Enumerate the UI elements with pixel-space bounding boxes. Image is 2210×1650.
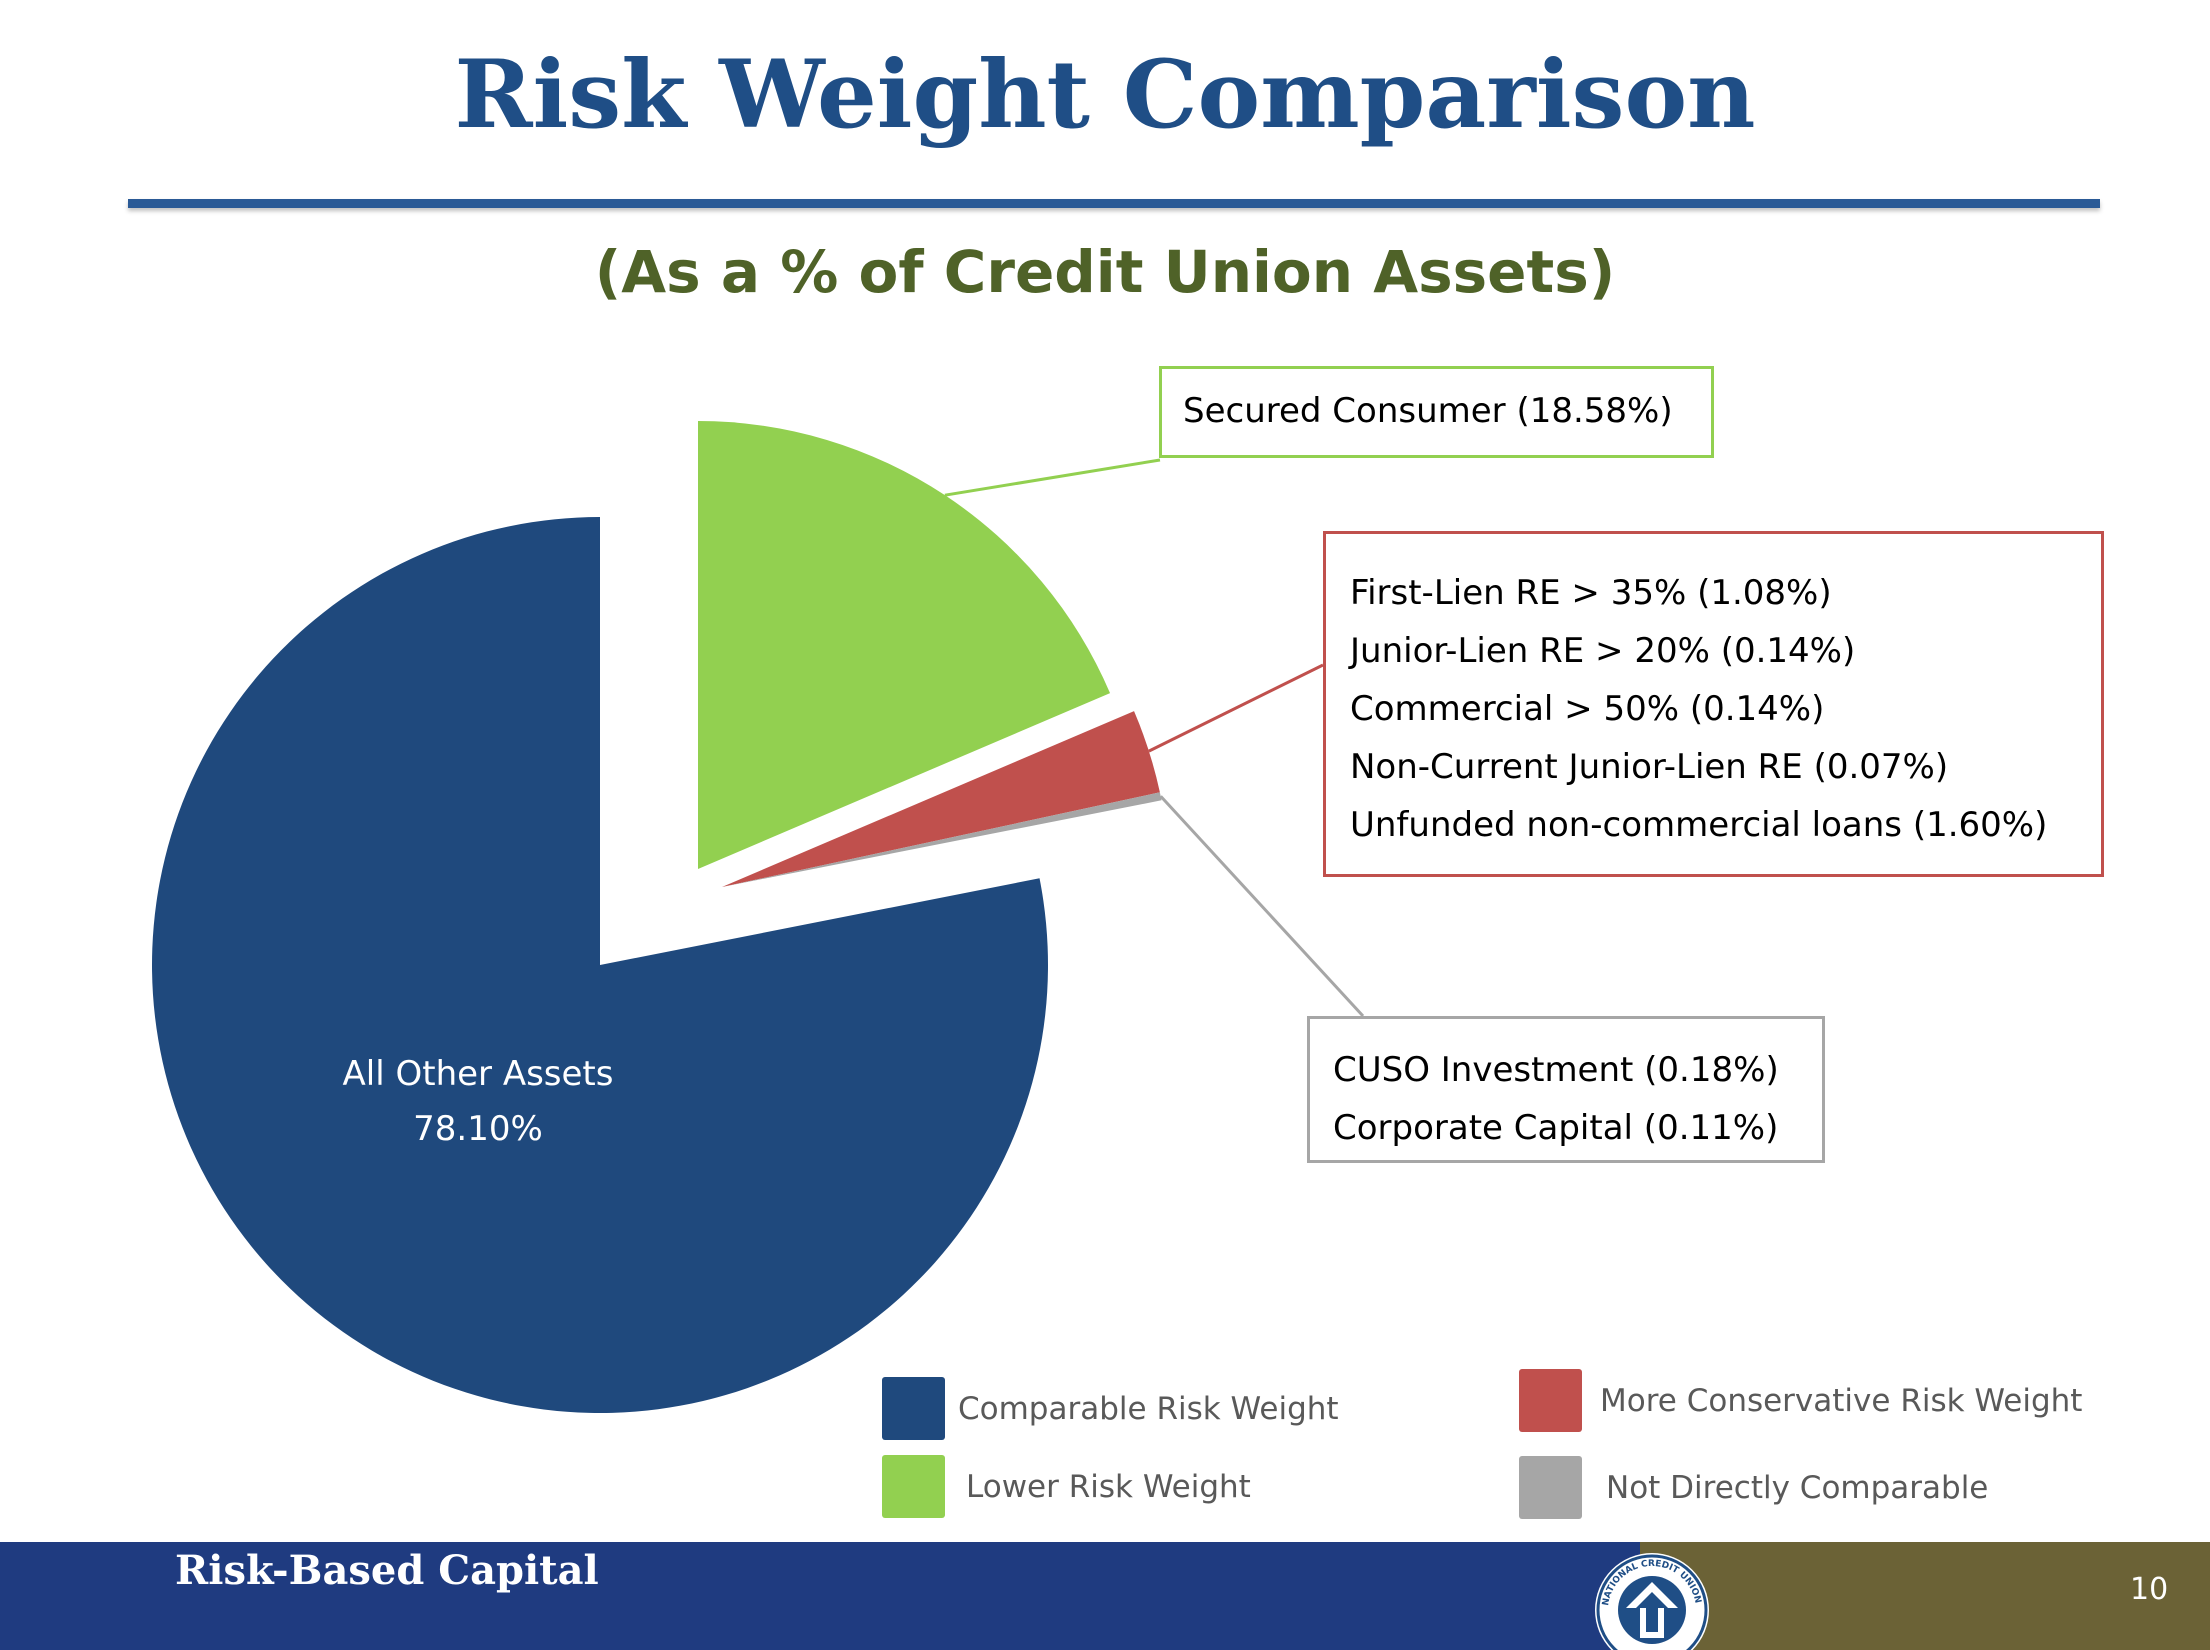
pie-slice-comparable (152, 517, 1048, 1413)
legend-label-lower: Lower Risk Weight (966, 1468, 1251, 1505)
pie-slice-not-comparable (722, 792, 1162, 887)
callout-line: Junior-Lien RE > 20% (0.14%) (1350, 631, 1856, 671)
leader-line-more-conservative (1148, 663, 1324, 753)
legend-swatch-conservative (1519, 1369, 1582, 1432)
pie-data-label-value: 78.10% (413, 1109, 543, 1149)
callout-not-comparable: CUSO Investment (0.18%) Corporate Capita… (1307, 1016, 1825, 1163)
legend-swatch-not-comparable (1519, 1456, 1582, 1519)
page-number: 10 (2130, 1572, 2169, 1607)
legend-swatch-lower (882, 1455, 945, 1518)
pie-slice-more-conservative (722, 711, 1160, 887)
leader-line-not-comparable (1159, 795, 1365, 1018)
callout-secured-consumer: Secured Consumer (18.58%) (1159, 366, 1714, 458)
footer-bar (0, 1542, 1640, 1650)
ncua-logo: NATIONAL CREDIT UNION (1592, 1548, 1712, 1650)
legend-item-comparable: Comparable Risk Weight (882, 1377, 1339, 1440)
footer-title: Risk-Based Capital (175, 1547, 599, 1594)
slide-subtitle: (As a % of Credit Union Assets) (594, 238, 1616, 306)
title-divider (128, 199, 2100, 208)
pie-slice-lower-risk (698, 421, 1111, 869)
callout-more-conservative: First-Lien RE > 35% (1.08%) Junior-Lien … (1323, 531, 2104, 877)
slide-title: Risk Weight Comparison (454, 40, 1756, 150)
callout-line: First-Lien RE > 35% (1.08%) (1350, 573, 1832, 613)
ncua-seal-icon: NATIONAL CREDIT UNION (1595, 1553, 1709, 1650)
pie-data-label-name: All Other Assets (343, 1054, 614, 1094)
callout-line: Non-Current Junior-Lien RE (0.07%) (1350, 747, 1949, 787)
footer-accent (1640, 1542, 2210, 1650)
callout-line: Commercial > 50% (0.14%) (1350, 689, 1825, 729)
legend-item-conservative: More Conservative Risk Weight (1519, 1369, 2082, 1432)
legend-label-not-comparable: Not Directly Comparable (1606, 1469, 1989, 1506)
legend-item-not-comparable: Not Directly Comparable (1519, 1456, 1988, 1519)
legend-label-comparable: Comparable Risk Weight (958, 1390, 1339, 1427)
callout-line: Unfunded non-commercial loans (1.60%) (1350, 805, 2048, 845)
callout-line: Secured Consumer (18.58%) (1183, 391, 1673, 431)
callout-line: CUSO Investment (0.18%) (1333, 1050, 1779, 1090)
legend-label-conservative: More Conservative Risk Weight (1600, 1382, 2083, 1419)
legend-item-lower: Lower Risk Weight (882, 1455, 1251, 1518)
leader-line-secured-consumer (944, 458, 1161, 497)
callout-line: Corporate Capital (0.11%) (1333, 1108, 1779, 1148)
legend-swatch-comparable (882, 1377, 945, 1440)
